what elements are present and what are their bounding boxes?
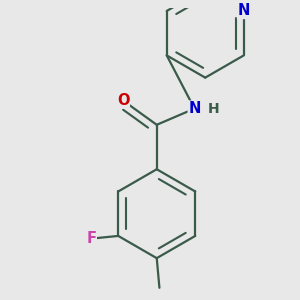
Text: N: N — [238, 4, 250, 19]
Text: N: N — [188, 101, 201, 116]
Text: F: F — [86, 231, 96, 246]
Text: H: H — [208, 102, 220, 116]
Text: O: O — [117, 93, 129, 108]
